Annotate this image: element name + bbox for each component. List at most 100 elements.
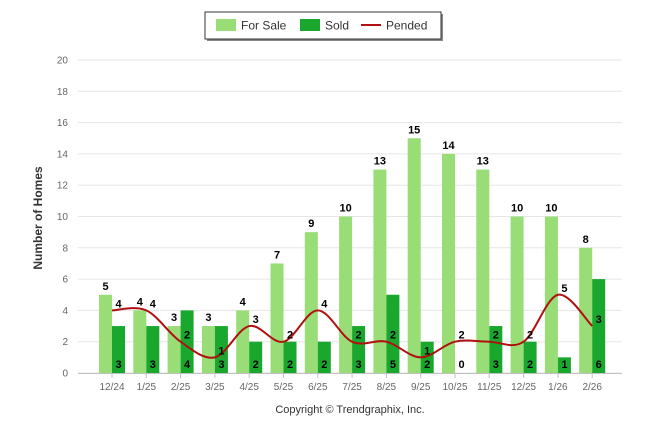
bar-for-sale [510, 216, 524, 373]
for-sale-value-label: 4 [137, 296, 144, 308]
x-tick-label: 6/25 [308, 382, 328, 393]
bar-sold [592, 279, 606, 373]
y-tick-label: 20 [57, 56, 69, 67]
bar-for-sale [99, 294, 112, 373]
y-tick-label: 0 [62, 369, 68, 380]
legend-sold-swatch [300, 19, 320, 31]
y-tick-label: 18 [57, 87, 69, 98]
sold-value-label: 4 [184, 359, 191, 371]
for-sale-value-label: 9 [308, 218, 314, 230]
sold-value-label: 3 [115, 359, 121, 371]
pended-value-label: 2 [390, 330, 396, 342]
y-tick-label: 14 [57, 149, 69, 160]
bar-for-sale [442, 153, 455, 373]
bar-for-sale [339, 216, 353, 373]
for-sale-value-label: 14 [442, 140, 455, 152]
sold-value-label: 3 [356, 359, 362, 371]
bar-for-sale [476, 169, 490, 373]
bar-sold [420, 341, 434, 373]
pended-value-label: 2 [184, 330, 190, 342]
sold-value-label: 5 [390, 359, 396, 371]
legend-for-sale-swatch [216, 19, 236, 31]
y-tick-label: 6 [62, 275, 68, 286]
for-sale-value-label: 13 [374, 156, 386, 168]
x-tick-label: 3/25 [205, 382, 225, 393]
bar-sold [214, 326, 228, 373]
sold-value-label: 2 [253, 359, 259, 371]
x-tick-label: 1/26 [548, 382, 568, 393]
sold-value-label: 6 [596, 359, 602, 371]
pended-value-label: 2 [287, 330, 293, 342]
bar-sold [386, 294, 400, 373]
pended-value-label: 1 [424, 345, 430, 357]
x-tick-label: 9/25 [411, 382, 431, 393]
pended-line [111, 293, 593, 359]
for-sale-value-label: 10 [339, 203, 351, 215]
bar-for-sale [270, 263, 284, 373]
for-sale-value-label: 4 [240, 296, 247, 308]
for-sale-value-label: 8 [583, 234, 589, 246]
pended-value-label: 2 [527, 330, 533, 342]
y-tick-label: 8 [62, 243, 68, 254]
pended-value-label: 2 [356, 330, 362, 342]
pended-value-label: 4 [115, 298, 122, 310]
x-tick-label: 8/25 [377, 382, 397, 393]
for-sale-value-label: 3 [171, 312, 177, 324]
for-sale-value-label: 7 [274, 249, 280, 261]
pended-value-label: 4 [321, 298, 328, 310]
x-tick-label: 7/25 [342, 382, 362, 393]
y-axis-title: Number of Homes [31, 166, 45, 270]
bar-sold [180, 310, 194, 373]
bar-for-sale [236, 310, 250, 373]
bar-sold [112, 326, 125, 373]
bar-sold [352, 326, 366, 373]
copyright-text: Copyright © Trendgraphix, Inc. [275, 404, 424, 416]
pended-value-label: 1 [218, 345, 224, 357]
x-tick-label: 12/24 [99, 382, 124, 393]
x-tick-label: 1/25 [137, 382, 157, 393]
bar-for-sale [201, 326, 215, 373]
for-sale-value-label: 3 [205, 312, 211, 324]
x-tick-label: 10/25 [442, 382, 467, 393]
legend-sold-label: Sold [325, 19, 349, 33]
y-tick-label: 12 [57, 181, 69, 192]
x-tick-label: 2/26 [582, 382, 602, 393]
bar-for-sale [579, 247, 593, 373]
y-tick-label: 16 [57, 118, 69, 129]
x-tick-label: 12/25 [511, 382, 536, 393]
bar-for-sale [304, 232, 318, 373]
bar-sold [489, 326, 503, 373]
bar-for-sale [167, 326, 181, 373]
bar-for-sale [407, 138, 421, 373]
bar-for-sale [133, 310, 147, 373]
y-tick-label: 2 [62, 337, 68, 348]
sold-value-label: 2 [287, 359, 293, 371]
pended-value-label: 4 [150, 298, 157, 310]
bar-for-sale [544, 216, 558, 373]
sold-value-label: 2 [321, 359, 327, 371]
bar-for-sale [373, 169, 387, 373]
bar-sold [249, 341, 263, 373]
sold-value-label: 2 [527, 359, 533, 371]
pended-value-label: 5 [561, 283, 567, 295]
pended-value-label: 3 [253, 314, 259, 326]
x-tick-label: 5/25 [274, 382, 294, 393]
sold-value-label: 1 [561, 359, 567, 371]
sold-value-label: 3 [218, 359, 224, 371]
pended-value-label: 3 [596, 314, 602, 326]
x-tick-label: 4/25 [239, 382, 259, 393]
pended-value-label: 2 [493, 330, 499, 342]
legend-pended-label: Pended [386, 19, 427, 33]
legend-box [204, 11, 442, 40]
bar-sold [317, 341, 331, 373]
for-sale-value-label: 10 [545, 203, 557, 215]
legend: For Sale Sold Pended [204, 11, 443, 41]
bar-sold [146, 326, 160, 373]
for-sale-value-label: 15 [408, 124, 420, 136]
legend-for-sale-label: For Sale [241, 19, 287, 33]
bar-sold [523, 341, 537, 373]
y-tick-label: 10 [57, 212, 69, 223]
y-tick-label: 4 [62, 306, 68, 317]
